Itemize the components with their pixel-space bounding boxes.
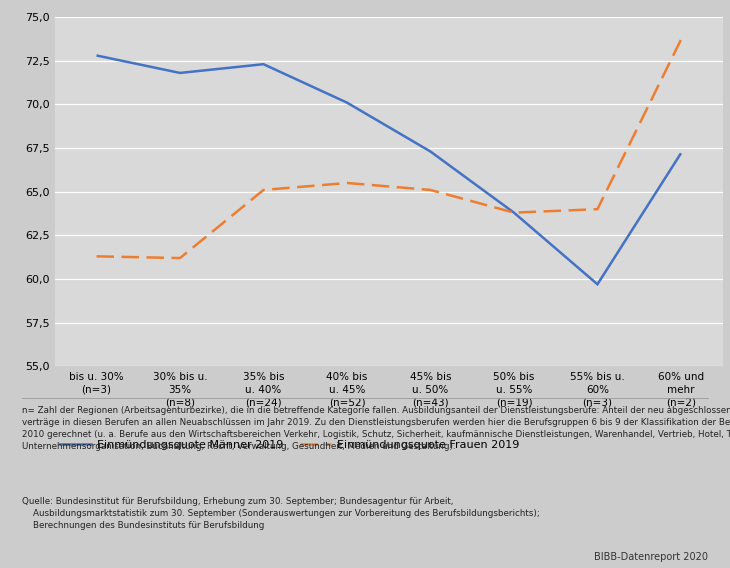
Legend: Einmündungsquote Männer 2019, Einmündungsquote Frauen 2019: Einmündungsquote Männer 2019, Einmündung… — [61, 440, 519, 450]
Text: BIBB-Datenreport 2020: BIBB-Datenreport 2020 — [594, 552, 708, 562]
Text: Quelle: Bundesinstitut für Berufsbildung, Erhebung zum 30. September; Bundesagen: Quelle: Bundesinstitut für Berufsbildung… — [22, 497, 539, 529]
Text: n= Zahl der Regionen (Arbeitsagenturbezirke), die in die betreffende Kategorie f: n= Zahl der Regionen (Arbeitsagenturbezi… — [22, 406, 730, 450]
